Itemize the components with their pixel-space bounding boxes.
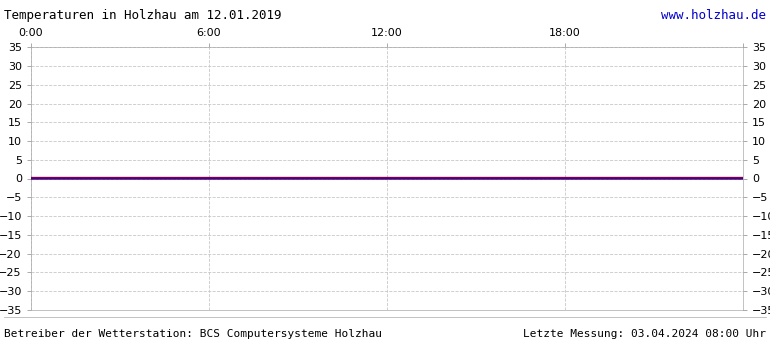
Text: Temperaturen in Holzhau am 12.01.2019: Temperaturen in Holzhau am 12.01.2019 bbox=[4, 9, 281, 22]
Text: www.holzhau.de: www.holzhau.de bbox=[661, 9, 766, 22]
Text: Betreiber der Wetterstation: BCS Computersysteme Holzhau: Betreiber der Wetterstation: BCS Compute… bbox=[4, 329, 382, 339]
Text: Letzte Messung: 03.04.2024 08:00 Uhr: Letzte Messung: 03.04.2024 08:00 Uhr bbox=[523, 329, 766, 339]
